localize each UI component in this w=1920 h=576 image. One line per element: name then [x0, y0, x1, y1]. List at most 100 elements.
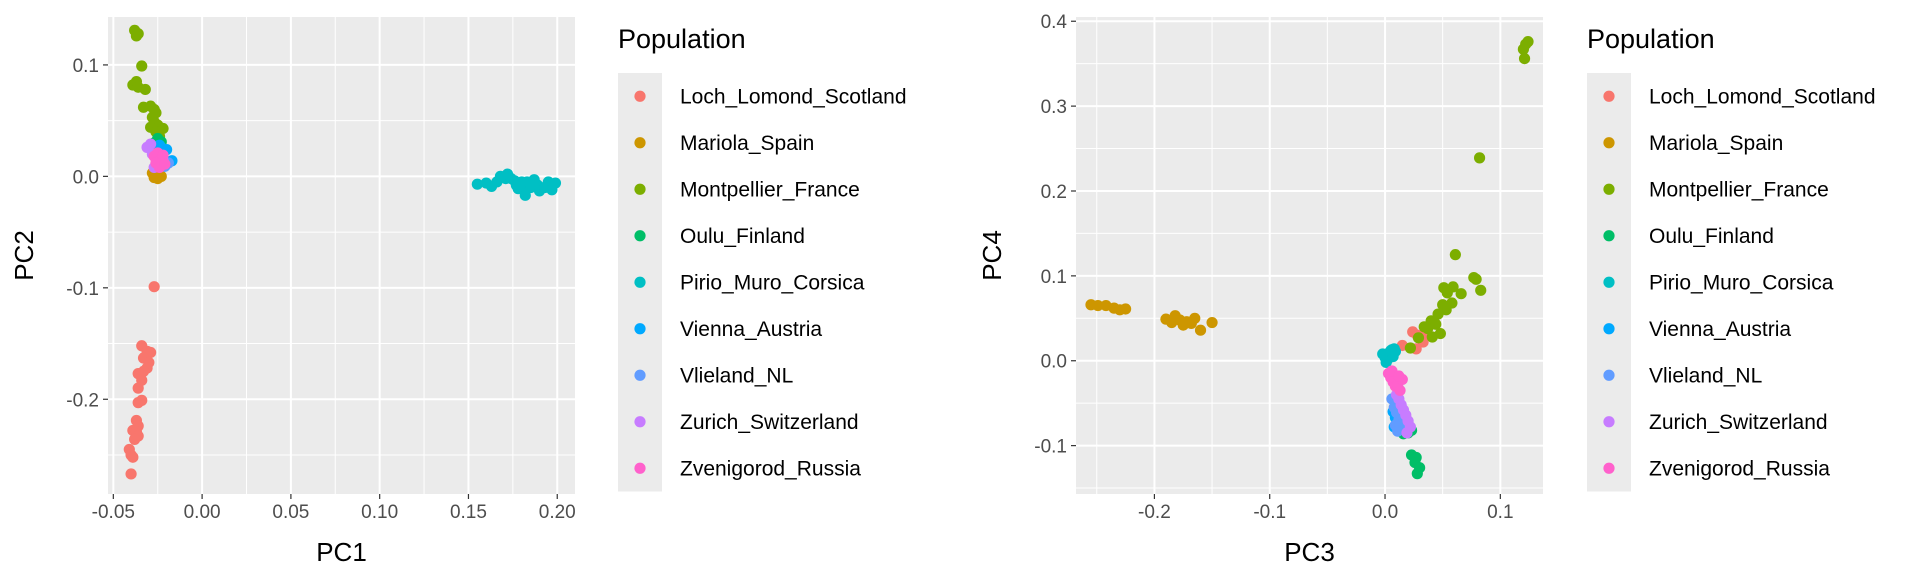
legend-label: Loch_Lomond_Scotland: [680, 85, 907, 108]
data-point: [1206, 316, 1218, 329]
chart-panel-1: -0.05 0.00 0.05 0.10 0.15 0.20 0.1 0.0 -0.1 -0.2 P…: [9, 17, 907, 567]
legend-key-marker: [1603, 276, 1615, 288]
x-tick-label: 0.20: [539, 502, 576, 523]
legend-key-marker: [1603, 369, 1615, 381]
legend-key-marker: [634, 369, 646, 381]
data-point: [132, 397, 144, 409]
plot-background: [1076, 17, 1543, 494]
data-point: [1468, 271, 1480, 284]
chart-panel-2: -0.2 -0.1 0.0 0.1 0.4 0.3 0.2 0.1 0.0 -0.1 PC3 PC4 P…: [977, 12, 1876, 567]
x-tick-label: 0.00: [184, 502, 221, 523]
data-point: [155, 170, 167, 182]
legend-label: Montpellier_France: [680, 178, 860, 201]
legend-key-marker: [634, 323, 646, 335]
legend-label: Zvenigorod_Russia: [680, 457, 861, 480]
data-point: [139, 83, 151, 96]
legend-key-marker: [1603, 416, 1615, 428]
legend-key-marker: [1603, 230, 1615, 242]
data-point: [132, 28, 144, 40]
legend-title: Population: [1587, 24, 1715, 54]
legend-label: Vienna_Austria: [680, 318, 822, 341]
plot-background: [108, 17, 575, 494]
data-point: [145, 138, 157, 150]
legend-key-marker: [1603, 323, 1615, 335]
data-point: [1189, 312, 1201, 324]
data-point: [1518, 52, 1531, 65]
y-tick-label: 0.0: [1041, 352, 1067, 373]
legend-label: Zurich_Switzerland: [680, 411, 859, 434]
legend-label: Mariola_Spain: [1649, 132, 1783, 155]
y-axis-title: PC2: [9, 230, 39, 281]
data-point: [549, 177, 562, 189]
legend-label: Pirio_Muro_Corsica: [1649, 271, 1834, 294]
data-point: [148, 281, 160, 293]
data-point: [1404, 342, 1416, 354]
data-point: [519, 189, 531, 201]
data-point: [132, 382, 144, 394]
data-point: [1412, 332, 1425, 344]
y-tick-label: 0.0: [73, 167, 99, 188]
legend-title: Population: [618, 24, 746, 54]
data-point: [136, 60, 148, 72]
legend-label: Vlieland_NL: [680, 364, 793, 387]
data-point: [125, 468, 137, 480]
data-point: [1092, 299, 1104, 312]
x-axis-title: PC3: [1284, 537, 1335, 567]
legend-label: Loch_Lomond_Scotland: [1649, 85, 1876, 108]
y-tick-label: 0.4: [1041, 12, 1068, 33]
data-point: [1432, 308, 1444, 320]
y-tick-label: -0.1: [1034, 437, 1067, 458]
data-point: [1394, 384, 1406, 397]
legend-key-marker: [634, 230, 646, 242]
data-point: [157, 149, 169, 161]
legend-label: Vlieland_NL: [1649, 364, 1762, 387]
legend-key-marker: [1603, 462, 1615, 474]
data-point: [1418, 321, 1430, 333]
legend-key-marker: [1603, 90, 1615, 102]
data-point: [127, 451, 139, 463]
data-point: [1194, 324, 1207, 336]
data-points: [123, 24, 562, 480]
data-point: [1441, 287, 1453, 299]
legend-label: Vienna_Austria: [1649, 318, 1791, 341]
legend-label: Oulu_Finland: [1649, 225, 1774, 248]
data-point: [1392, 425, 1404, 437]
data-point: [1401, 427, 1413, 439]
x-tick-label: 0.1: [1487, 502, 1513, 523]
legend-key-marker: [1603, 183, 1615, 195]
legend: Population Loch_Lomond_Scotland Mariola_Sp…: [618, 24, 907, 492]
data-point: [471, 178, 483, 190]
x-tick-label: 0.0: [1372, 502, 1398, 523]
data-point: [1455, 288, 1467, 300]
legend-key-marker: [1603, 137, 1615, 149]
x-tick-label: -0.2: [1138, 502, 1171, 523]
legend-key-marker: [634, 137, 646, 149]
y-axis-title: PC4: [977, 230, 1007, 281]
legend-key-marker: [634, 462, 646, 474]
legend-key-marker: [634, 90, 646, 102]
data-point: [1393, 370, 1405, 382]
x-tick-label: -0.05: [92, 502, 135, 523]
data-point: [1449, 249, 1461, 261]
y-tick-label: -0.2: [66, 390, 99, 411]
x-tick-label: 0.10: [361, 502, 398, 523]
data-point: [1119, 303, 1132, 315]
x-tick-label: 0.15: [450, 502, 487, 523]
legend-label: Pirio_Muro_Corsica: [680, 271, 865, 294]
x-tick-label: 0.05: [272, 502, 309, 523]
data-point: [1475, 284, 1487, 296]
y-tick-label: 0.1: [73, 56, 99, 77]
data-point: [1473, 152, 1486, 164]
legend-key-marker: [634, 276, 646, 288]
legend-key-marker: [634, 183, 646, 195]
legend-label: Zvenigorod_Russia: [1649, 457, 1830, 480]
legend: Population Loch_Lomond_Scotland Mariola_Sp…: [1587, 24, 1876, 492]
legend-label: Montpellier_France: [1649, 178, 1829, 201]
y-tick-label: 0.3: [1041, 97, 1067, 118]
data-point: [159, 158, 171, 170]
legend-key-marker: [634, 416, 646, 428]
x-axis-title: PC1: [316, 537, 367, 567]
data-point: [1522, 36, 1534, 48]
legend-label: Mariola_Spain: [680, 132, 814, 155]
